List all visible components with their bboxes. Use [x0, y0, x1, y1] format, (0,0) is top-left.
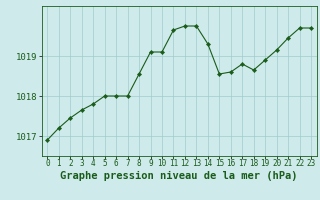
- X-axis label: Graphe pression niveau de la mer (hPa): Graphe pression niveau de la mer (hPa): [60, 171, 298, 181]
